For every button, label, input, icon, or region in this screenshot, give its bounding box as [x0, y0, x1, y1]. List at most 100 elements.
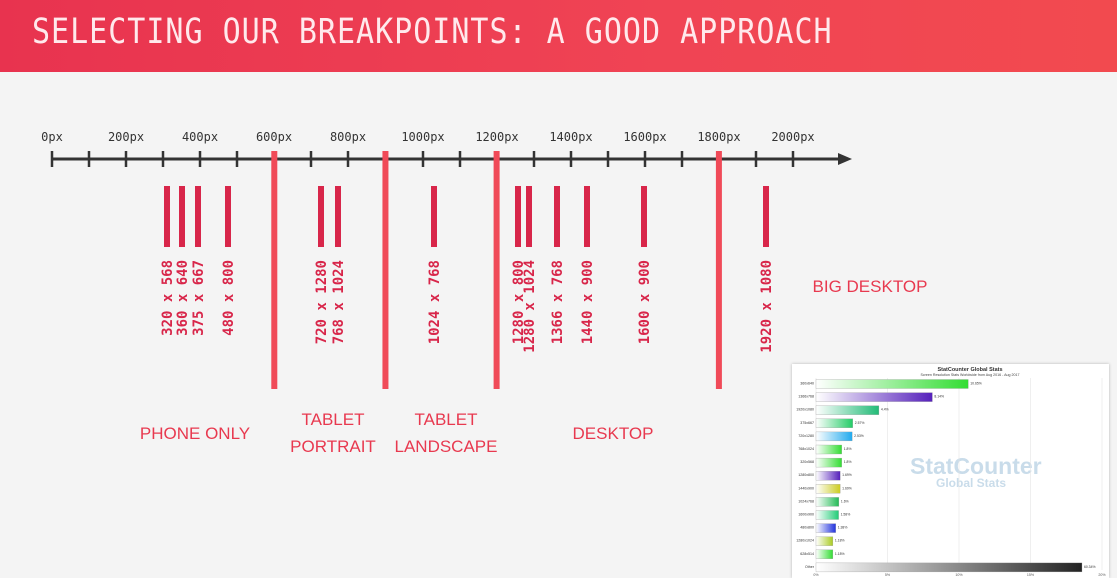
resolution-label: 1440 x 900 [580, 260, 596, 344]
stats-bar-value: 1.6% [841, 499, 849, 503]
stats-row-label: 1280x1024 [796, 539, 814, 543]
axis-tick-label: 1000px [401, 130, 444, 144]
axis-tick-label: 1200px [475, 130, 518, 144]
stats-bar-value: 1.69% [842, 473, 852, 477]
stats-row-label: Other [805, 565, 815, 569]
statcounter-chart: StatCounter Global Stats StatCounter Glo… [792, 364, 1109, 578]
category-tablet-landscape: TABLET [415, 410, 478, 429]
stats-bar-value: 1.69% [842, 486, 852, 490]
statcounter-watermark: StatCounter [910, 453, 1042, 479]
category-tablet-landscape: LANDSCAPE [395, 437, 498, 456]
breakpoint-line [715, 151, 722, 389]
stats-bar-value: 60.34% [1084, 565, 1096, 569]
stats-bar-value: 10.65% [970, 382, 982, 386]
stats-bar [815, 510, 839, 520]
axis-tick-label: 2000px [771, 130, 814, 144]
axis-tick-label: 200px [108, 130, 144, 144]
resolution-bar [584, 186, 590, 247]
stats-bar-value: 1.8% [844, 447, 852, 451]
stats-row-label: 1600x900 [798, 513, 814, 517]
stats-bar-value: 1.8% [844, 460, 852, 464]
stats-bar [815, 549, 834, 559]
stats-bar [815, 431, 853, 442]
stats-row-label: 628x514 [800, 552, 814, 556]
resolution-label: 768 x 1024 [331, 260, 347, 344]
resolution-bars [164, 186, 769, 247]
resolution-label: 1600 x 900 [637, 260, 653, 344]
stats-bar [815, 484, 841, 494]
axis-arrow [838, 153, 852, 165]
stats-bar-value: 1.18% [835, 552, 845, 556]
resolution-bar [763, 186, 769, 247]
category-big-desktop: BIG DESKTOP [813, 277, 928, 296]
breakpoint-lines [271, 151, 722, 389]
stats-bar [815, 471, 841, 481]
resolution-bar [554, 186, 560, 247]
category-phone-only: PHONE ONLY [140, 424, 250, 443]
header-bar: SELECTING OUR BREAKPOINTS: A GOOD APPROA… [0, 0, 1117, 72]
axis-tick-label: 400px [182, 130, 218, 144]
category-tablet-portrait: TABLET [302, 410, 365, 429]
stats-bar [815, 457, 842, 468]
resolution-bar [515, 186, 521, 247]
page-title: SELECTING OUR BREAKPOINTS: A GOOD APPROA… [32, 12, 833, 53]
breakpoint-line [382, 151, 389, 389]
stats-axis-label: 15% [1027, 573, 1035, 577]
resolution-bar [225, 186, 231, 247]
resolution-label: 1280 x 1024 [522, 260, 538, 353]
resolution-labels: 320 x 568 360 x 640 375 x 667 480 x 800 720 … [160, 260, 775, 353]
stats-bar [815, 497, 840, 507]
resolution-label: 1920 x 1080 [759, 260, 775, 353]
stats-row-label: 1024x768 [798, 499, 814, 503]
category-tablet-portrait: PORTRAIT [290, 437, 376, 456]
stats-subtitle: Screen Resolution Stats Worldwide from A… [920, 373, 1019, 377]
stats-row-label: 768x1024 [798, 447, 814, 451]
stats-bar-value: 1.38% [838, 526, 848, 530]
resolution-label: 375 x 667 [191, 260, 207, 336]
breakpoint-diagram: 0px 200px 400px 600px 800px 1000px 1200px 1400p… [41, 130, 928, 456]
stats-bar [815, 418, 853, 428]
stats-bar [815, 444, 842, 455]
stats-axis-label: 5% [885, 573, 891, 577]
resolution-bar [318, 186, 324, 247]
stats-row-label: 320x568 [800, 460, 814, 464]
stats-bar [815, 379, 969, 389]
resolution-label: 360 x 640 [175, 260, 191, 336]
resolution-bar [179, 186, 185, 247]
stats-bar [815, 405, 880, 415]
stats-bar-value: 1.58% [841, 513, 851, 517]
stats-bar-value: 8.14% [934, 395, 944, 399]
resolution-label: 1024 x 768 [427, 260, 443, 344]
stats-row-label: 480x800 [800, 526, 814, 530]
stats-row-label: 1366x768 [798, 395, 814, 399]
stats-axis-label: 10% [955, 573, 963, 577]
stats-bar-value: 1.18% [835, 539, 845, 543]
breakpoint-line [271, 151, 278, 389]
stats-row-label: 360x640 [800, 382, 814, 386]
stats-row-label: 720x1280 [798, 434, 814, 438]
statcounter-watermark-sub: Global Stats [936, 476, 1007, 490]
category-labels: PHONE ONLY TABLET PORTRAIT TABLET LANDSCAPE D… [140, 277, 928, 456]
axis-tick-label: 800px [330, 130, 366, 144]
stats-row-label: 375x667 [800, 421, 814, 425]
stats-row-label: 1440x900 [798, 486, 814, 490]
axis-tick-label: 1600px [623, 130, 666, 144]
axis-tick-label: 0px [41, 130, 63, 144]
resolution-label: 1280 x 800 [511, 260, 527, 344]
breakpoint-line [493, 151, 500, 389]
resolution-bar [164, 186, 170, 247]
resolution-bar [335, 186, 341, 247]
axis-tick-label: 1800px [697, 130, 740, 144]
resolution-bar [641, 186, 647, 247]
resolution-bar [431, 186, 437, 247]
stats-row-label: 1920x1080 [796, 408, 814, 412]
resolution-label: 320 x 568 [160, 260, 176, 336]
stats-axis-label: 20% [1098, 573, 1106, 577]
category-desktop: DESKTOP [573, 424, 654, 443]
resolution-label: 1366 x 768 [550, 260, 566, 344]
stats-axis-label: 0% [813, 573, 819, 577]
stats-title: StatCounter Global Stats [937, 367, 1002, 373]
axis-tick-label: 1400px [549, 130, 592, 144]
tick-labels: 0px 200px 400px 600px 800px 1000px 1200px 1400p… [41, 130, 815, 144]
